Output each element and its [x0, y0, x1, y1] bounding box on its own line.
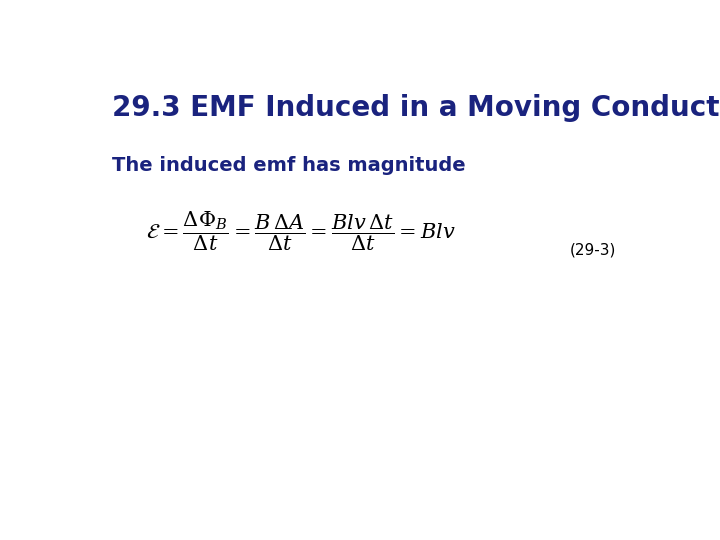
- Text: (29-3): (29-3): [570, 242, 616, 258]
- Text: $\mathcal{E} = \dfrac{\Delta\Phi_B}{\Delta t} = \dfrac{B\,\Delta A}{\Delta t} = : $\mathcal{E} = \dfrac{\Delta\Phi_B}{\Del…: [145, 209, 456, 253]
- Text: 29.3 EMF Induced in a Moving Conductor: 29.3 EMF Induced in a Moving Conductor: [112, 94, 720, 122]
- Text: The induced emf has magnitude: The induced emf has magnitude: [112, 156, 466, 176]
